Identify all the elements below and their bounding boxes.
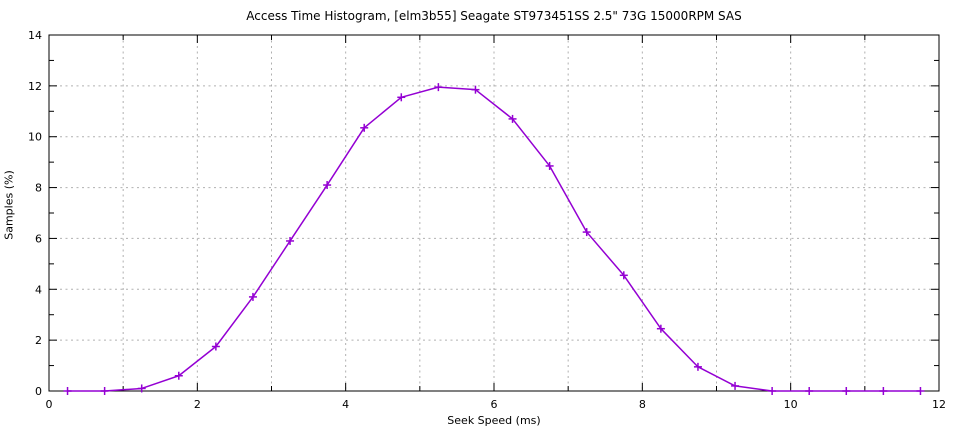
y-tick-label: 8 [35,182,42,195]
x-tick-label: 4 [342,398,349,411]
y-tick-label: 10 [28,131,42,144]
x-tick-labels: 0 2 4 6 8 10 12 [46,398,947,411]
series-line [66,86,922,392]
tick-marks [48,34,940,392]
y-tick-label: 0 [35,385,42,398]
x-axis-label: Seek Speed (ms) [447,414,541,427]
y-tick-labels: 0 2 4 6 8 10 12 14 [28,29,42,398]
x-tick-label: 10 [784,398,798,411]
x-tick-label: 0 [46,398,53,411]
grid-lines [49,35,939,391]
x-tick-label: 2 [194,398,201,411]
x-tick-label: 6 [491,398,498,411]
y-tick-label: 2 [35,334,42,347]
chart-title: Access Time Histogram, [elm3b55] Seagate… [246,9,742,23]
x-tick-label: 8 [639,398,646,411]
data-series [63,83,925,395]
x-tick-label: 12 [932,398,946,411]
y-axis-label: Samples (%) [2,170,16,240]
y-tick-label: 14 [28,29,42,42]
y-tick-label: 12 [28,80,42,93]
y-tick-label: 6 [35,232,42,245]
y-tick-label: 4 [35,283,42,296]
